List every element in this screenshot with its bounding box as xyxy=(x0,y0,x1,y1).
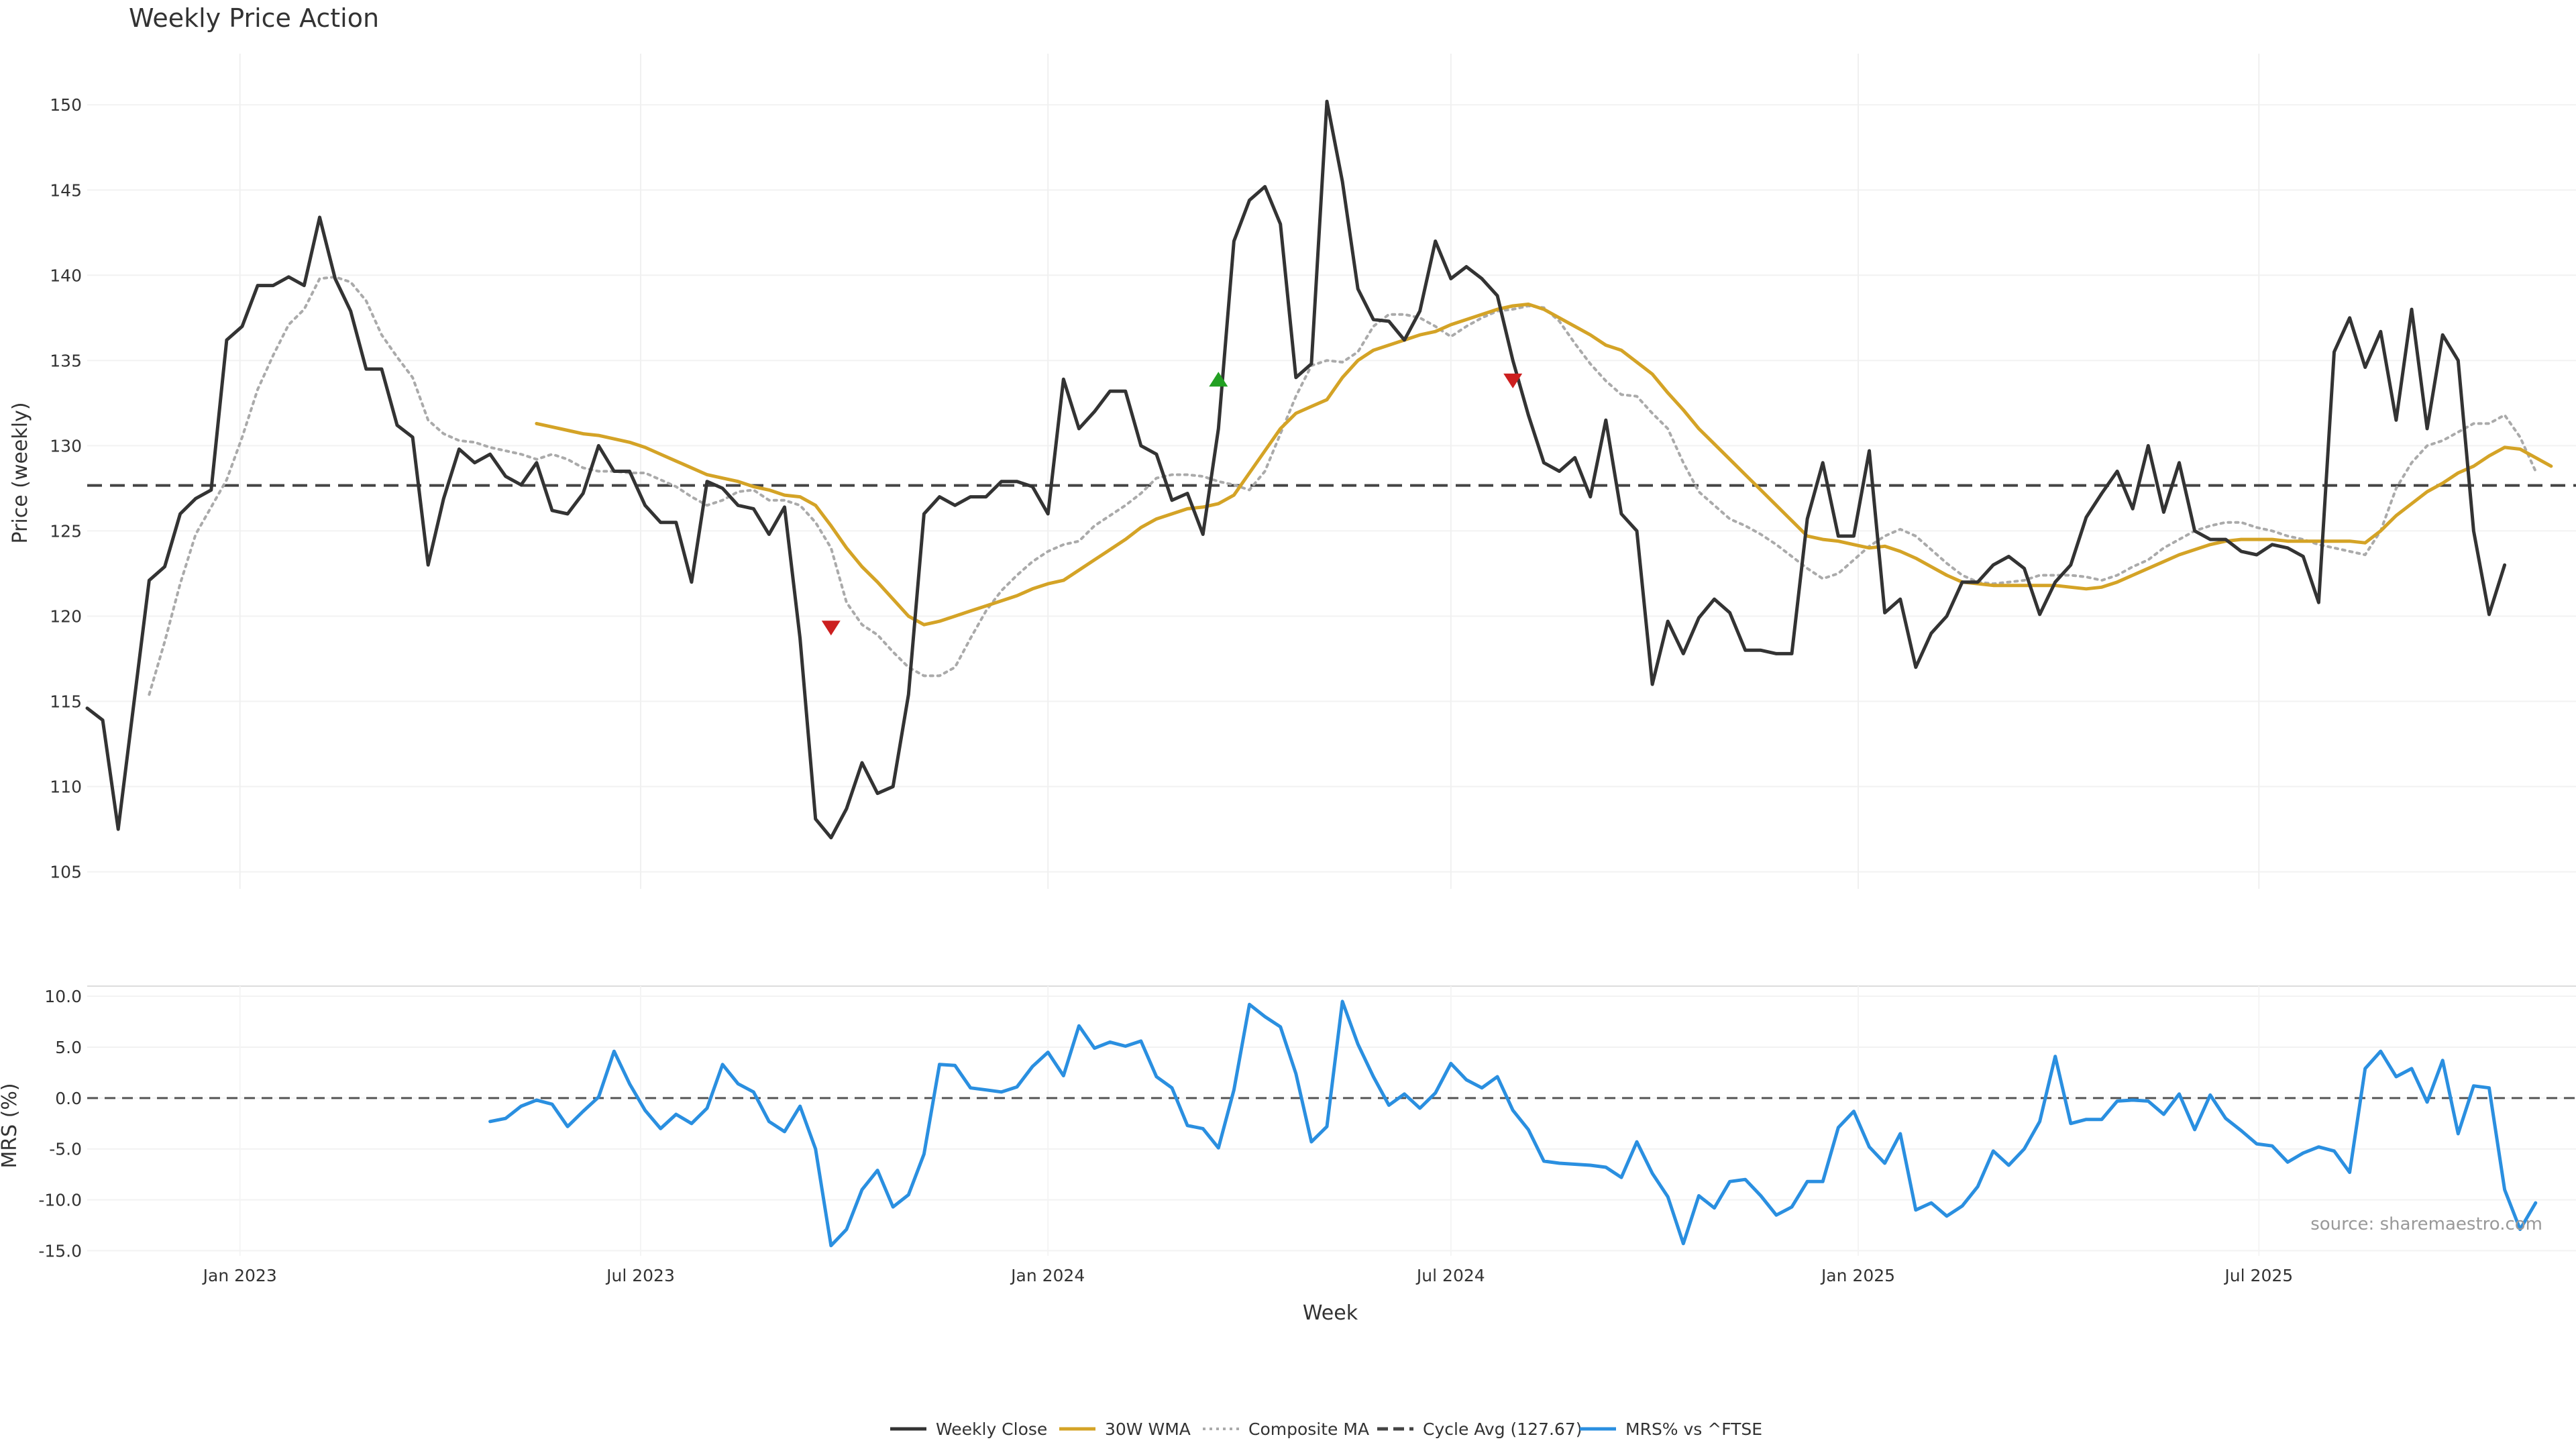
price-grid xyxy=(87,54,2576,889)
mrs-y-tick-label: 5.0 xyxy=(55,1038,82,1057)
price-y-tick-label: 115 xyxy=(50,692,82,712)
series-30w-wma-line xyxy=(535,303,2553,627)
x-axis-title: Week xyxy=(1303,1301,1358,1325)
legend-item-weekly-close: Weekly Close xyxy=(890,1419,1047,1439)
x-ticks: Jan 2023 Jul 2023 Jan 2024 Jul 2024 Jan 2025… xyxy=(202,1266,2294,1285)
x-tick-label: Jan 2023 xyxy=(202,1266,277,1285)
mrs-y-tick-label: 0.0 xyxy=(55,1089,82,1108)
mrs-y-tick-label: -5.0 xyxy=(49,1140,82,1159)
price-y-ticks: 105 110 115 120 125 130 135 140 145 150 xyxy=(50,95,82,881)
legend-label: Composite MA xyxy=(1248,1419,1369,1439)
legend-item-cycle-avg-127-67: Cycle Avg (127.67) xyxy=(1377,1419,1582,1439)
x-tick-label: Jul 2025 xyxy=(2223,1266,2293,1285)
mrs-grid xyxy=(87,986,2576,1256)
x-tick-label: Jul 2023 xyxy=(605,1266,675,1285)
x-tick-label: Jan 2024 xyxy=(1010,1266,1085,1285)
price-y-tick-label: 110 xyxy=(50,777,82,797)
series-mrs-vs-ftse-line xyxy=(488,1000,2538,1248)
price-y-tick-label: 145 xyxy=(50,180,82,200)
price-y-tick-label: 150 xyxy=(50,95,82,115)
price-y-tick-label: 105 xyxy=(50,863,82,882)
price-y-tick-label: 135 xyxy=(50,351,82,370)
price-y-axis-title: Price (weekly) xyxy=(9,402,32,543)
mrs-y-tick-label: 10.0 xyxy=(44,987,82,1006)
series-composite-ma-line xyxy=(148,275,2537,696)
legend-item-mrs-vs-ftse: MRS% vs ^FTSE xyxy=(1580,1419,1762,1439)
price-y-tick-label: 120 xyxy=(50,606,82,626)
mrs-y-tick-label: -10.0 xyxy=(38,1191,82,1210)
source-note: source: sharemaestro.com xyxy=(2310,1214,2542,1234)
legend: Weekly Close 30W WMA Composite MA Cycle Avg… xyxy=(890,1419,1762,1439)
price-series xyxy=(85,99,2576,840)
sell-signal-marker xyxy=(821,621,841,636)
mrs-y-axis-title: MRS (%) xyxy=(0,1083,21,1168)
price-markers xyxy=(821,372,1523,636)
legend-label: MRS% vs ^FTSE xyxy=(1625,1419,1762,1439)
chart-title: Weekly Price Action xyxy=(129,3,379,33)
mrs-series xyxy=(87,1000,2576,1248)
legend-item-composite-ma: Composite MA xyxy=(1203,1419,1369,1439)
series-weekly-close-line xyxy=(85,99,2507,840)
legend-label: 30W WMA xyxy=(1105,1419,1191,1439)
legend-label: Weekly Close xyxy=(936,1419,1047,1439)
legend-item-30w-wma: 30W WMA xyxy=(1059,1419,1191,1439)
buy-signal-marker xyxy=(1209,372,1228,387)
price-y-tick-label: 130 xyxy=(50,436,82,455)
sell-signal-marker xyxy=(1503,373,1523,388)
legend-label: Cycle Avg (127.67) xyxy=(1423,1419,1582,1439)
mrs-y-tick-label: -15.0 xyxy=(38,1241,82,1260)
mrs-y-ticks: 10.0 5.0 0.0 -5.0 -10.0 -15.0 xyxy=(38,987,82,1260)
x-tick-label: Jan 2025 xyxy=(1820,1266,1895,1285)
price-y-tick-label: 140 xyxy=(50,266,82,285)
price-y-tick-label: 125 xyxy=(50,521,82,541)
x-tick-label: Jul 2024 xyxy=(1415,1266,1485,1285)
